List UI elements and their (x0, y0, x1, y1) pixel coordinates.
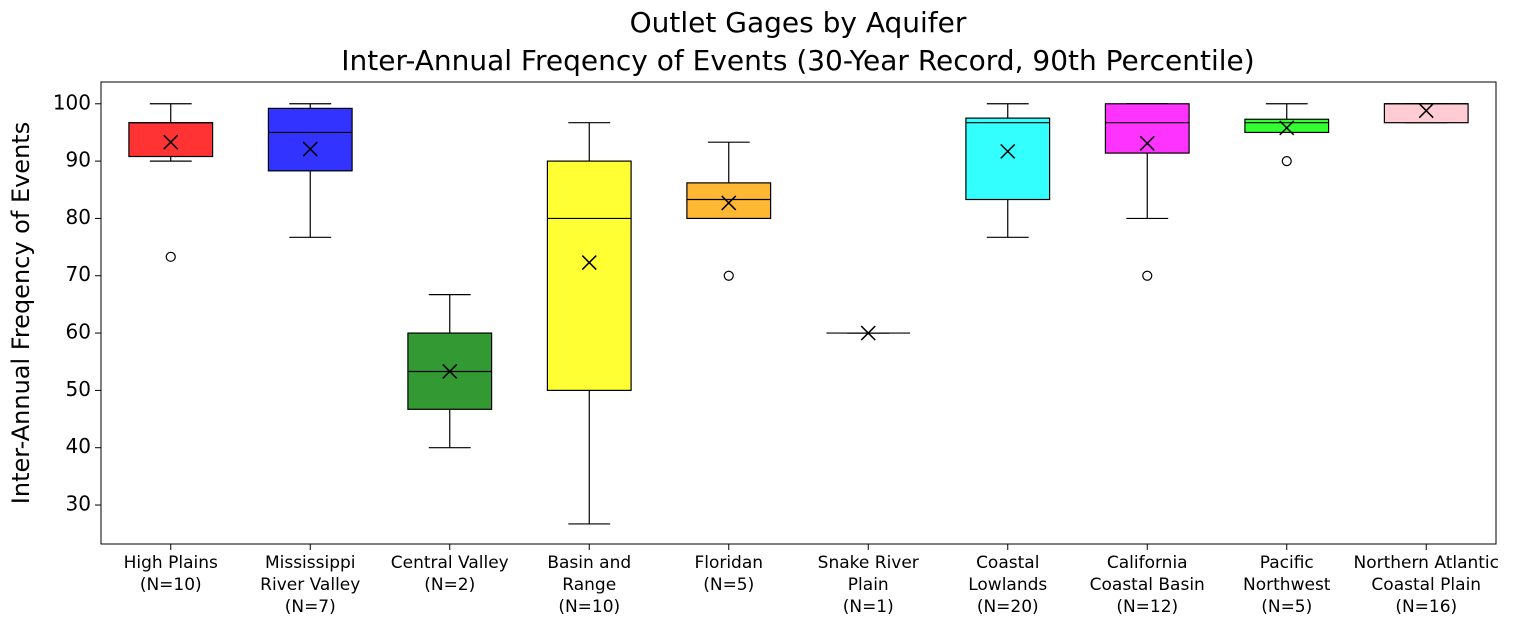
y-axis-label: Inter-Annual Freqency of Events (7, 122, 35, 504)
box (1383, 103, 1469, 124)
mean-marker (721, 195, 737, 211)
x-tick-label: Mississippi River Valley (N=7) (260, 553, 360, 617)
mean-marker (163, 134, 179, 150)
y-tick-label: 40 (66, 434, 91, 458)
box (267, 107, 353, 172)
outlier (1142, 270, 1153, 281)
x-tick-label: Northern Atlantic Coastal Plain (N=16) (1353, 553, 1499, 617)
box (1244, 118, 1330, 134)
x-tick-label: Pacific Northwest (N=5) (1243, 553, 1331, 617)
mean-marker (1418, 103, 1434, 119)
y-tick-label: 100 (53, 90, 91, 114)
x-tick-label: Snake River Plain (N=1) (818, 553, 919, 617)
outlier (165, 251, 176, 262)
box (1104, 103, 1190, 154)
plot-frame (100, 81, 1497, 545)
y-tick-label: 50 (66, 377, 91, 401)
mean-marker (442, 363, 458, 379)
x-tick-label: Basin and Range (N=10) (547, 553, 631, 617)
box (686, 182, 772, 220)
mean-marker (1000, 143, 1016, 159)
y-tick-label: 90 (66, 148, 91, 172)
y-tick-label: 80 (66, 205, 91, 229)
mean-marker (860, 325, 876, 341)
mean-marker (1139, 135, 1155, 151)
y-tick-label: 60 (66, 320, 91, 344)
x-tick-label: High Plains (N=10) (124, 553, 218, 595)
box (965, 117, 1051, 201)
x-tick-label: Floridan (N=5) (694, 553, 763, 595)
box (546, 160, 632, 391)
mean-marker (302, 141, 318, 157)
outlier (1281, 156, 1292, 167)
mean-marker (581, 255, 597, 271)
x-tick-label: Central Valley (N=2) (391, 553, 509, 595)
y-tick-label: 30 (66, 492, 91, 516)
mean-marker (1279, 120, 1295, 136)
outlier (723, 270, 734, 281)
chart-subtitle: Inter-Annual Freqency of Events (30-Year… (341, 44, 1254, 77)
box (128, 122, 214, 158)
chart-title: Outlet Gages by Aquifer (630, 6, 967, 39)
y-tick-label: 70 (66, 262, 91, 286)
x-tick-label: Coastal Lowlands (N=20) (968, 553, 1047, 617)
x-tick-label: California Coastal Basin (N=12) (1090, 553, 1205, 617)
